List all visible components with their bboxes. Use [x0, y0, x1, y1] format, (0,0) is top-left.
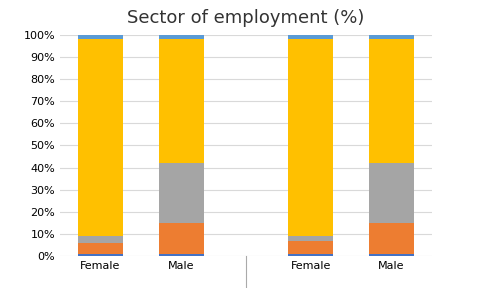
Bar — [78, 39, 123, 236]
Bar — [159, 163, 204, 223]
Bar — [369, 254, 414, 256]
Bar — [78, 254, 123, 256]
Bar — [288, 35, 333, 39]
Bar — [159, 35, 204, 39]
Bar — [159, 39, 204, 163]
Bar — [288, 254, 333, 256]
Bar — [369, 35, 414, 39]
Bar — [288, 236, 333, 241]
Bar — [159, 254, 204, 256]
Bar — [369, 223, 414, 254]
Bar — [78, 243, 123, 254]
Bar — [369, 163, 414, 223]
Bar — [78, 35, 123, 39]
Title: Sector of employment (%): Sector of employment (%) — [127, 10, 365, 27]
Bar — [288, 241, 333, 254]
Bar — [288, 39, 333, 236]
Bar — [159, 223, 204, 254]
Bar — [78, 236, 123, 243]
Bar — [369, 39, 414, 163]
